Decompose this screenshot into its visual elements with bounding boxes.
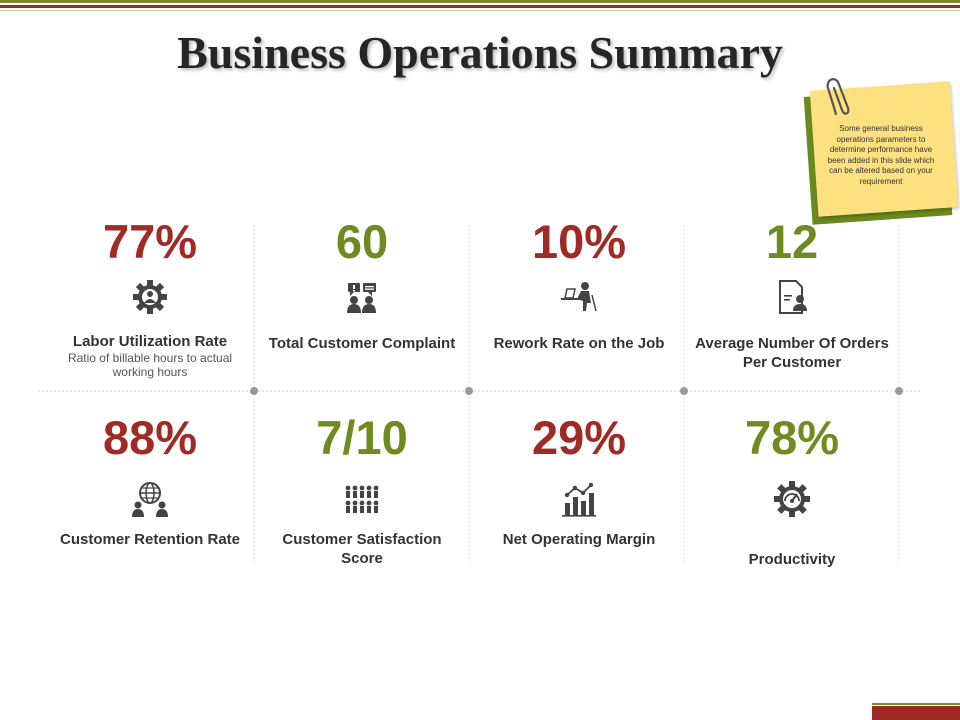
kpi-label: Customer Satisfaction Score <box>282 531 442 567</box>
kpi-label: Customer Retention Rate <box>59 531 241 548</box>
sticky-note-text: Some general business operations paramet… <box>827 124 935 186</box>
speedometer-gear-icon <box>774 481 810 517</box>
order-document-icon <box>779 280 807 314</box>
kpi-label: Net Operating Margin <box>502 531 656 548</box>
band-thin-stripe <box>0 10 960 11</box>
kpi-value: 7/10 <box>316 411 408 464</box>
kpi-label: Productivity <box>748 551 836 568</box>
band-red-stripe <box>0 5 960 8</box>
kpi-label: Labor Utilization Rate <box>72 333 228 350</box>
kpi-value: 12 <box>765 215 819 268</box>
kpi-value: 29% <box>531 411 627 464</box>
page-title: Business Operations Summary <box>177 27 783 78</box>
kpi-label: Average Number Of Orders Per Customer <box>695 335 889 371</box>
kpi-value: 77% <box>102 215 198 268</box>
kpi-value: 10% <box>531 215 627 268</box>
complaint-chat-icon <box>347 283 376 313</box>
kpi-sublabel: Ratio of billable hours to actual workin… <box>67 351 233 379</box>
sticky-note: Some general business operations paramet… <box>803 81 959 225</box>
paperclip-icon <box>826 78 850 116</box>
band-olive-stripe <box>0 0 960 3</box>
gear-person-icon <box>133 280 167 314</box>
person-at-desk-icon <box>561 282 597 312</box>
globe-people-icon <box>132 482 168 517</box>
kpi-label: Total Customer Complaint <box>268 335 456 352</box>
kpi-value: 78% <box>744 411 840 464</box>
kpi-value: 60 <box>335 215 389 268</box>
kpi-value: 88% <box>102 411 198 464</box>
bar-chart-icon <box>562 482 596 517</box>
corner-accent-block <box>872 706 960 720</box>
top-decorative-band <box>0 0 960 12</box>
people-group-icon <box>345 485 379 513</box>
kpi-label: Rework Rate on the Job <box>493 335 665 352</box>
corner-accent-stripe <box>872 703 960 705</box>
